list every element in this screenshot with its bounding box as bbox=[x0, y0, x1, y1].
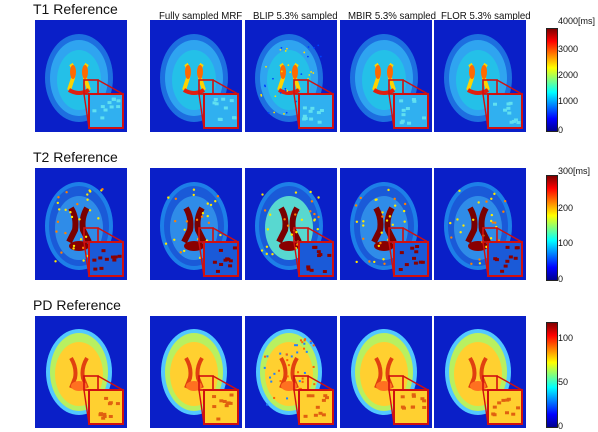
t1-map-reference bbox=[35, 20, 127, 132]
colorbar-pd bbox=[546, 322, 558, 428]
colorbar-pd-tick-50: 50 bbox=[558, 377, 568, 387]
colorbar-t2 bbox=[546, 175, 558, 281]
t2-map-blip bbox=[245, 168, 337, 280]
t2-map-fully-sampled bbox=[150, 168, 242, 280]
colorbar-t1 bbox=[546, 28, 558, 132]
t2-map-flor bbox=[434, 168, 526, 280]
colorbar-t1-tick-3000: 3000 bbox=[558, 44, 578, 54]
t1-map-mbir bbox=[340, 20, 432, 132]
pd-map-fully-sampled bbox=[150, 316, 242, 428]
colorbar-t2-tick-200: 200 bbox=[558, 203, 573, 213]
t1-map-fully-sampled bbox=[150, 20, 242, 132]
colorbar-t2-tick-100: 100 bbox=[558, 238, 573, 248]
row-title-t2: T2 Reference bbox=[33, 149, 118, 165]
t1-map-blip bbox=[245, 20, 337, 132]
t2-map-reference bbox=[35, 168, 127, 280]
t2-map-mbir bbox=[340, 168, 432, 280]
pd-map-mbir bbox=[340, 316, 432, 428]
colorbar-t1-tick-0: 0 bbox=[558, 125, 563, 135]
colorbar-t1-tick-2000: 2000 bbox=[558, 70, 578, 80]
colorbar-pd-tick-0: 0 bbox=[558, 421, 563, 431]
pd-map-flor bbox=[434, 316, 526, 428]
row-title-t1: T1 Reference bbox=[33, 1, 118, 17]
colorbar-t2-tick-max: 300[ms] bbox=[558, 166, 590, 176]
colorbar-pd-tick-100: 100 bbox=[558, 333, 573, 343]
row-title-pd: PD Reference bbox=[33, 297, 121, 313]
pd-map-reference bbox=[35, 316, 127, 428]
pd-map-blip bbox=[245, 316, 337, 428]
colorbar-t1-tick-1000: 1000 bbox=[558, 96, 578, 106]
colorbar-t1-tick-max: 4000[ms] bbox=[558, 16, 595, 26]
colorbar-t2-tick-0: 0 bbox=[558, 274, 563, 284]
t1-map-flor bbox=[434, 20, 526, 132]
